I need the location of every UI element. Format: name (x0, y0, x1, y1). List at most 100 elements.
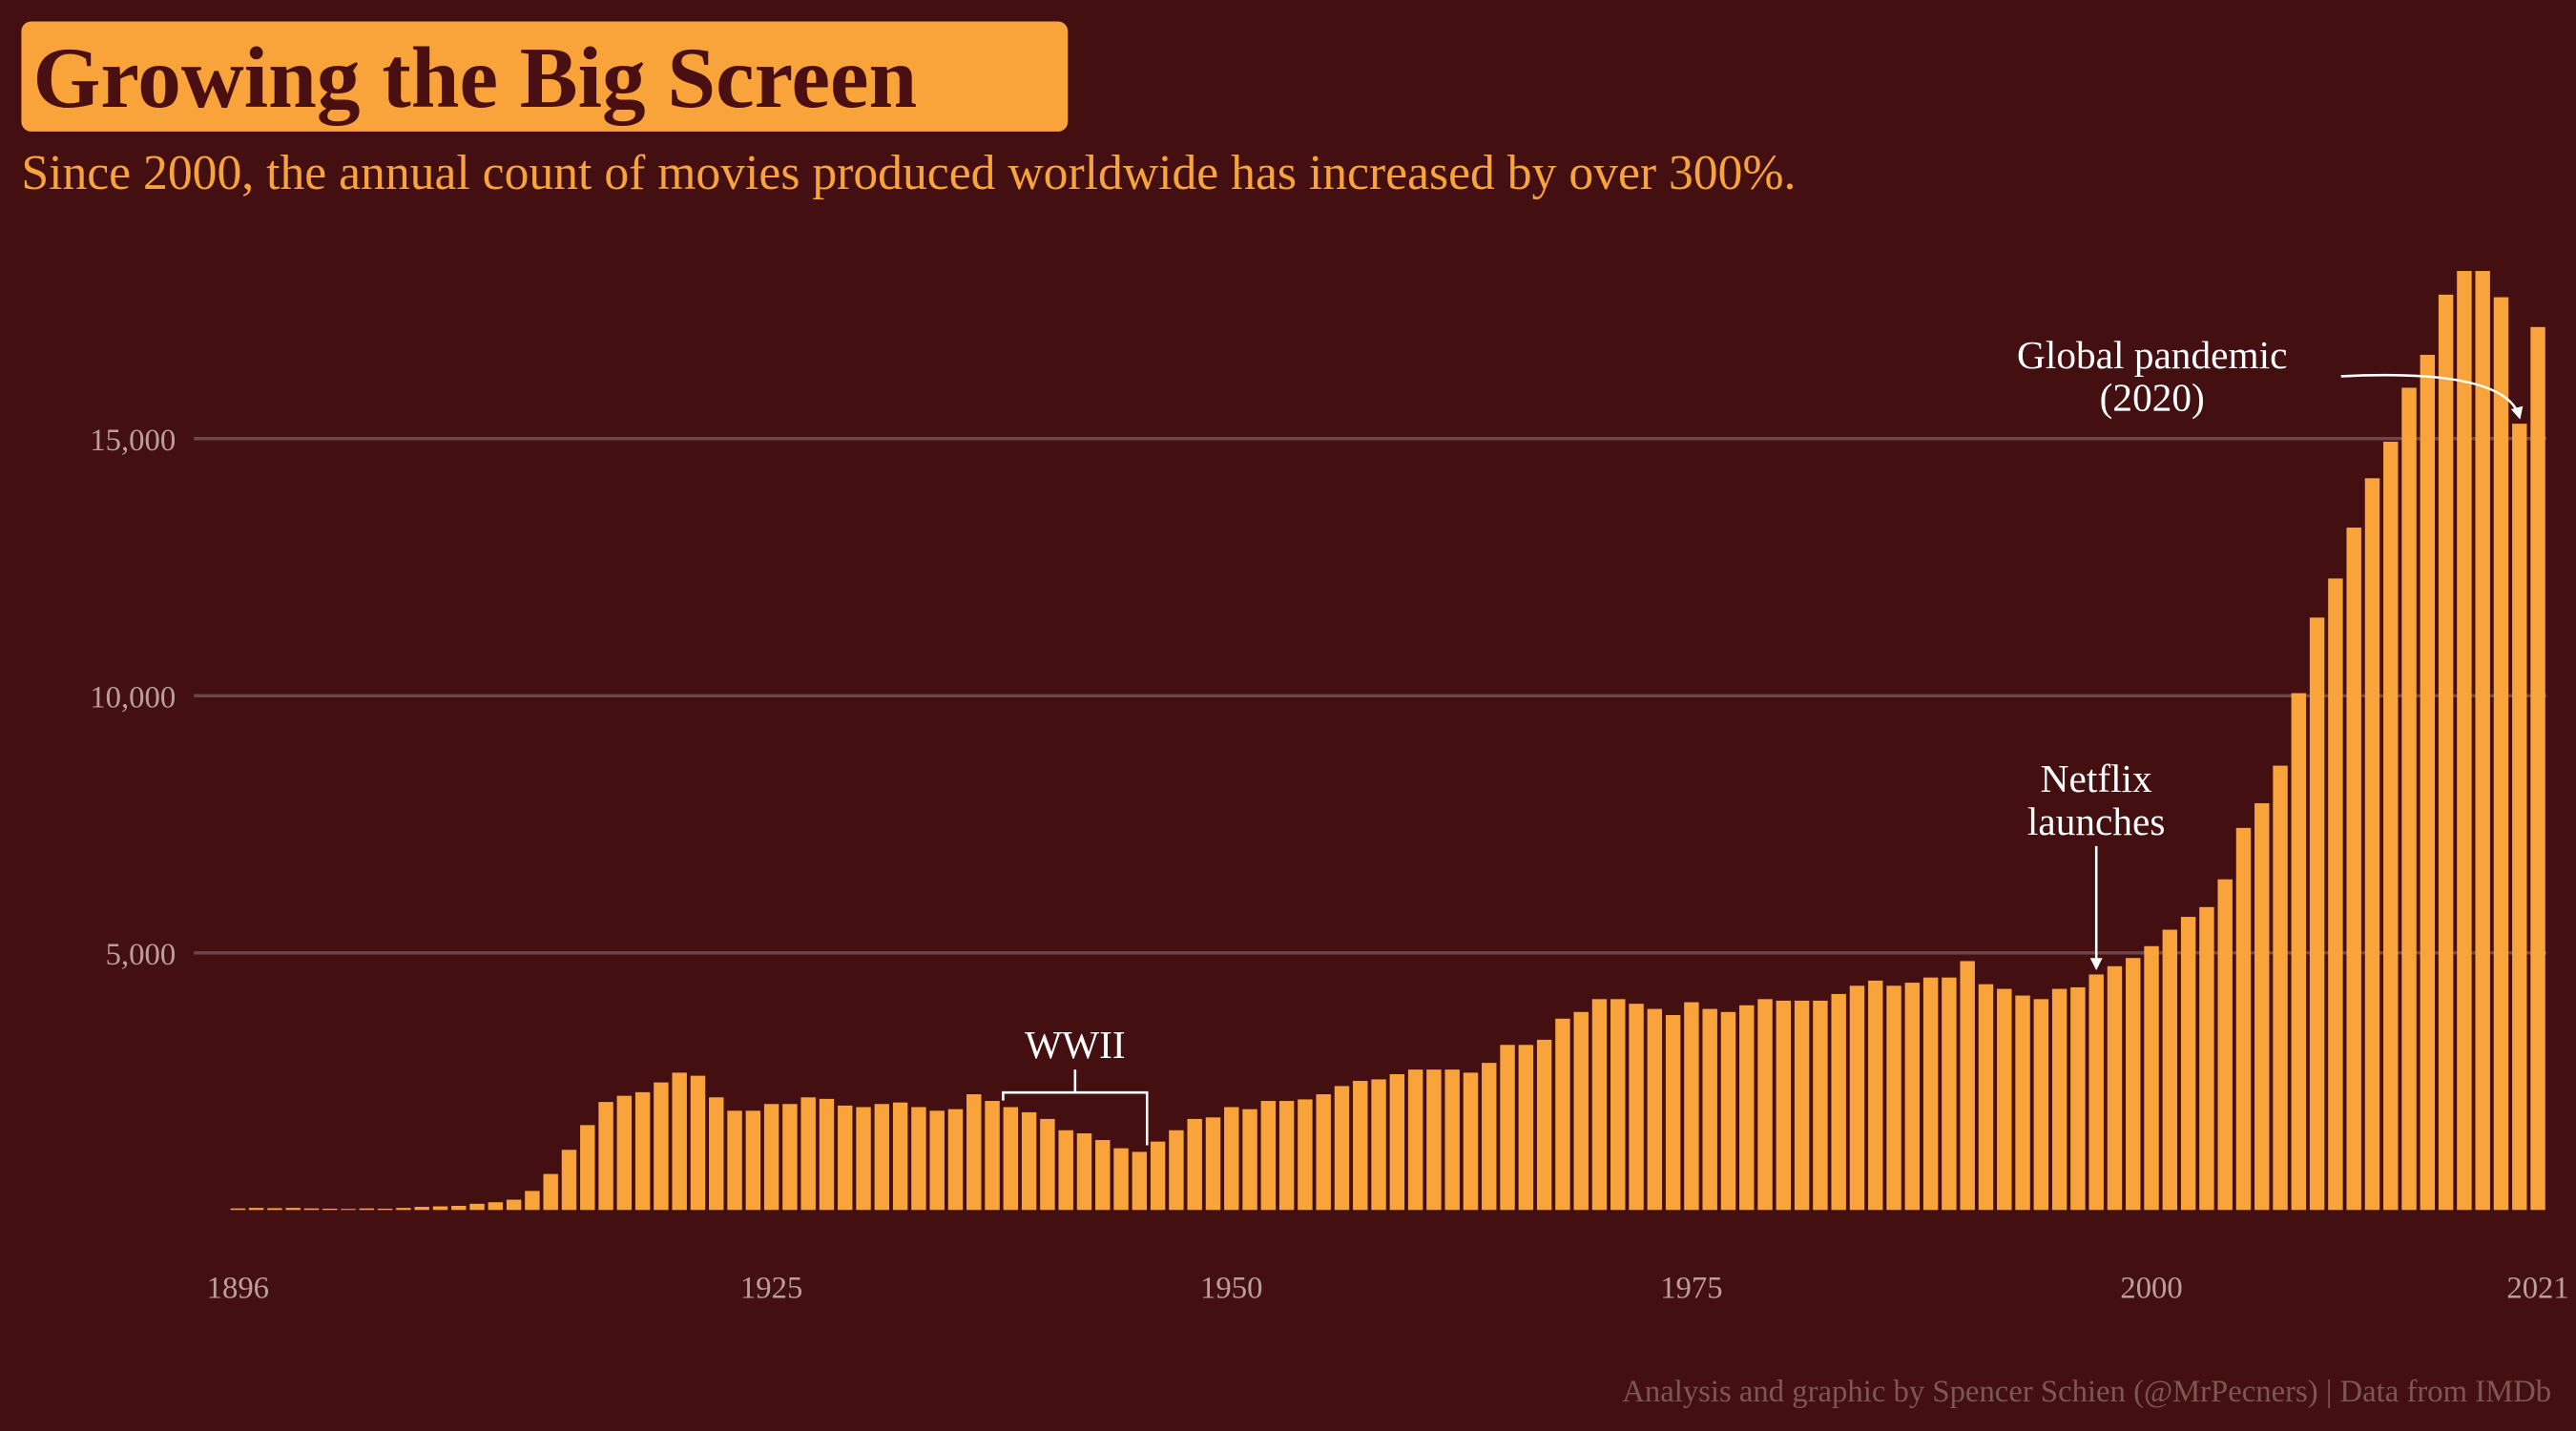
bar (1260, 1101, 1277, 1211)
bar (285, 1208, 301, 1211)
bar (1482, 1063, 1497, 1211)
bar (543, 1173, 558, 1211)
x-tick-label: 2000 (2120, 1271, 2182, 1305)
bar (1113, 1148, 1129, 1211)
bar (1187, 1118, 1202, 1211)
bar (2180, 917, 2196, 1211)
bar (1794, 1000, 1810, 1211)
bar (1942, 977, 1957, 1211)
x-tick-label: 1950 (1200, 1271, 1262, 1305)
bar (1868, 980, 1883, 1211)
bar (359, 1208, 375, 1211)
x-tick-label: 1975 (1660, 1271, 1722, 1305)
bar (1555, 1018, 1570, 1211)
bar (2273, 765, 2288, 1211)
title-box (21, 21, 1069, 132)
bar (506, 1199, 522, 1211)
bar (985, 1101, 1000, 1211)
bar (2493, 297, 2509, 1211)
bar (1629, 1004, 1644, 1211)
bar (1278, 1101, 1295, 1211)
bar (396, 1208, 411, 1211)
bar (1813, 1000, 1828, 1211)
bar (2438, 294, 2454, 1211)
bar (432, 1206, 448, 1211)
bar (1426, 1069, 1442, 1211)
bar (451, 1205, 467, 1211)
bar (267, 1208, 282, 1211)
bar (2126, 958, 2141, 1211)
bar (2051, 988, 2067, 1211)
bar (1224, 1107, 1239, 1211)
bar (414, 1207, 429, 1211)
bar (2217, 879, 2233, 1211)
bar (525, 1191, 540, 1211)
bar (1960, 961, 1975, 1211)
bar (947, 1109, 964, 1211)
bar (874, 1104, 890, 1211)
bar (303, 1208, 320, 1211)
bar (1444, 1069, 1460, 1211)
y-tick-label: 15,000 (90, 424, 176, 458)
bar (800, 1097, 816, 1211)
bar (1831, 993, 1846, 1211)
bar (2401, 387, 2417, 1211)
annotation: Global pandemic (2017, 333, 2287, 377)
bar (1150, 1141, 1166, 1211)
bar (1573, 1011, 1589, 1211)
bar (929, 1110, 945, 1211)
x-tick-label: 1896 (207, 1271, 269, 1305)
bar (2420, 354, 2436, 1211)
bar (598, 1102, 613, 1211)
bar (1610, 999, 1626, 1211)
bar (2457, 271, 2472, 1211)
bar (1205, 1117, 1221, 1211)
bar (1757, 999, 1773, 1211)
bar (1371, 1079, 1386, 1211)
bar (1849, 985, 1865, 1211)
bar (634, 1091, 651, 1211)
bar (2033, 999, 2049, 1211)
annotation: launches (2027, 799, 2166, 843)
bar (2475, 271, 2490, 1211)
bar (1978, 984, 1994, 1211)
bar (616, 1095, 633, 1211)
bar (1647, 1008, 1663, 1211)
bar (488, 1202, 504, 1211)
bar (2144, 945, 2159, 1211)
bar (966, 1094, 982, 1211)
bar (690, 1075, 706, 1211)
bar (1169, 1130, 1184, 1211)
bar (2235, 827, 2252, 1211)
bar (838, 1105, 853, 1211)
bar (1298, 1099, 1313, 1211)
bar (1463, 1072, 1479, 1211)
bar (2107, 965, 2123, 1211)
bar (727, 1110, 742, 1211)
bar (248, 1208, 264, 1211)
bar (1684, 1002, 1699, 1211)
bar (892, 1102, 908, 1211)
bar (2254, 802, 2270, 1211)
bar (1021, 1111, 1037, 1211)
bracket (1002, 1069, 1149, 1146)
annotation-arrow (2340, 373, 2524, 420)
bar (1886, 985, 1901, 1211)
bar (561, 1150, 577, 1211)
bar (709, 1097, 724, 1211)
caption: Analysis and graphic by Spencer Schien (… (1622, 1375, 2551, 1409)
bar (2162, 929, 2178, 1211)
bar (1040, 1118, 1055, 1211)
bar (819, 1098, 835, 1211)
bar (1720, 1011, 1736, 1211)
bar (1702, 1008, 1717, 1211)
bar (1536, 1039, 1552, 1211)
bar (782, 1104, 798, 1211)
bar (1591, 999, 1608, 1211)
bar (2346, 528, 2361, 1211)
bar (745, 1110, 761, 1211)
bar (1407, 1069, 1423, 1211)
bar (1500, 1045, 1515, 1211)
bar (1076, 1132, 1092, 1211)
